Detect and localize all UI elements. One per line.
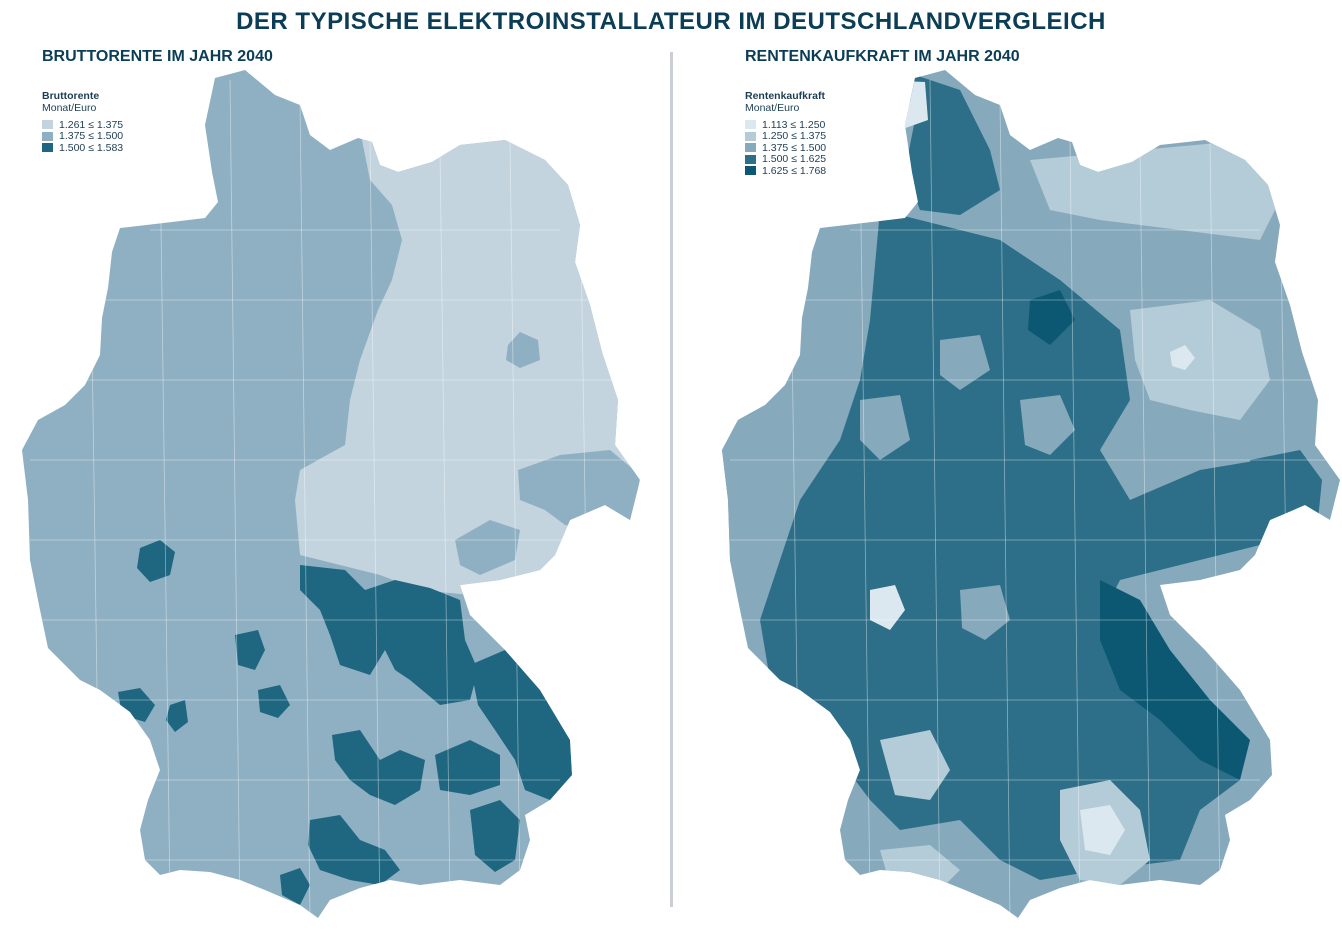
main-title: DER TYPISCHE ELEKTROINSTALLATEUR IM DEUT… (236, 8, 1106, 35)
right-map-boundaries (730, 79, 1340, 918)
legend-label: 1.113 ≤ 1.250 (762, 118, 826, 131)
left-legend-item: 1.375 ≤ 1.500 (42, 130, 124, 143)
legend-swatch (745, 166, 756, 176)
left-legend-item: 1.261 ≤ 1.375 (42, 119, 123, 131)
legend-label: 1.250 ≤ 1.375 (762, 130, 827, 143)
right-legend-item: 1.500 ≤ 1.625 (745, 153, 827, 166)
right-region-west (722, 400, 780, 680)
legend-label: 1.261 ≤ 1.375 (59, 118, 124, 131)
left-legend: Bruttorente Monat/Euro 1.261 ≤ 1.375 1.3… (42, 90, 123, 154)
right-map-heading: RENTENKAUFKRAFT IM JAHR 2040 (745, 48, 1020, 65)
legend-label: 1.500 ≤ 1.625 (762, 153, 827, 166)
right-legend-item: 1.375 ≤ 1.500 (745, 142, 826, 154)
legend-label: 1.375 ≤ 1.500 (59, 130, 124, 143)
left-region-stuttgart (258, 685, 290, 718)
legend-swatch (42, 143, 53, 153)
right-region-saxony-anhalt (1028, 290, 1075, 345)
right-legend-unit: Monat/Euro (745, 102, 800, 115)
left-region-mannheim (235, 630, 265, 670)
panel-divider (670, 52, 673, 907)
right-legend-title: Rentenkaufkraft (745, 90, 825, 102)
left-region-bavaria-south-a (332, 730, 425, 805)
right-legend-item: 1.250 ≤ 1.375 (745, 130, 827, 143)
right-map (722, 70, 1340, 918)
right-region-munich-core (1080, 805, 1125, 855)
right-region-berlin (1170, 345, 1195, 370)
legend-swatch (745, 120, 756, 130)
left-map (22, 70, 640, 918)
legend-swatch (42, 120, 53, 130)
left-region-bavaria-alps-a (308, 815, 400, 885)
left-legend-unit: Monat/Euro (42, 102, 97, 115)
left-region-bavaria-south-b (435, 740, 500, 795)
left-map-heading: BRUTTORENTE IM JAHR 2040 (42, 48, 273, 65)
left-region-bavaria-east (470, 650, 572, 800)
legend-swatch (745, 143, 756, 153)
left-legend-title: Bruttorente (42, 90, 100, 102)
right-legend-item: 1.113 ≤ 1.250 (745, 119, 826, 131)
legend-swatch (745, 154, 756, 164)
left-region-east-chemnitz (455, 520, 520, 575)
left-region-karlsruhe (166, 700, 188, 732)
right-region-swabia-light (880, 730, 950, 800)
right-region-north-frisia (880, 80, 928, 130)
right-region-hesse-light (940, 335, 990, 390)
left-region-frankfurt (137, 540, 175, 582)
right-region-brandenburg (1130, 300, 1270, 420)
legend-swatch (42, 131, 53, 141)
right-region-thuringia-light (1020, 395, 1075, 455)
left-region-berlin (506, 332, 540, 368)
left-region-bavaria-alps-b (470, 800, 520, 872)
right-legend-item: 1.625 ≤ 1.768 (745, 165, 826, 177)
right-legend: Rentenkaufkraft Monat/Euro 1.113 ≤ 1.250… (745, 90, 826, 177)
legend-label: 1.375 ≤ 1.500 (762, 141, 827, 154)
right-region-bavaria-east (1100, 580, 1250, 780)
right-region-nrw-light (860, 395, 910, 460)
right-region-rhine-lightest (870, 585, 905, 630)
left-legend-item: 1.500 ≤ 1.583 (42, 142, 123, 154)
legend-swatch (745, 131, 756, 141)
left-region-bavaria-alps-c (280, 868, 310, 905)
right-region-stuttgart-light (960, 585, 1010, 640)
legend-label: 1.625 ≤ 1.768 (762, 164, 827, 177)
left-map-boundaries (30, 79, 640, 918)
left-region-franken (300, 565, 478, 705)
legend-label: 1.500 ≤ 1.583 (59, 141, 124, 154)
